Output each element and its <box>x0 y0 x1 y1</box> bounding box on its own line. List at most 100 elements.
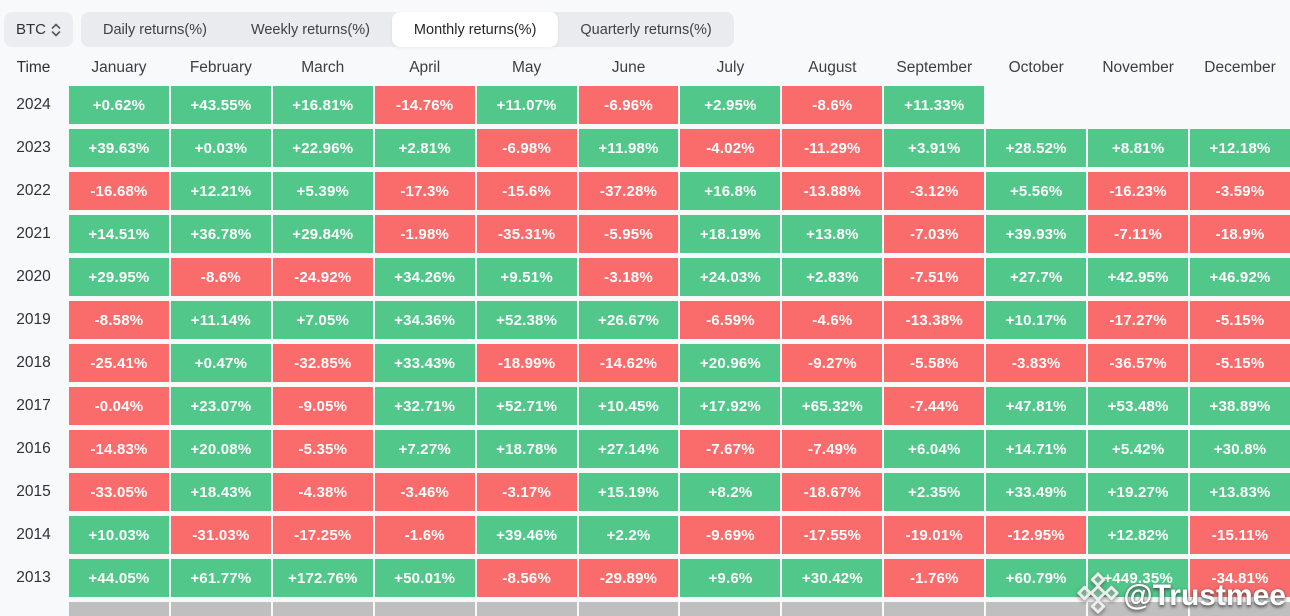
return-cell: -3.59% <box>1190 172 1290 210</box>
return-cell: -7.44% <box>884 387 985 425</box>
return-cell: +5.56% <box>986 172 1087 210</box>
return-cell: -24.92% <box>272 258 373 296</box>
return-cell: -7.51% <box>884 258 985 296</box>
return-cell: -18.67% <box>782 473 883 511</box>
return-cell: +8.81% <box>1088 129 1189 167</box>
return-cell: +12.18% <box>1190 129 1290 167</box>
column-header-month: June <box>611 59 646 76</box>
return-cell: +11.14% <box>170 301 271 339</box>
tab-weekly[interactable]: Weekly returns(%) <box>250 21 370 38</box>
return-cell: -14.76% <box>374 86 475 124</box>
return-cell: +52.71% <box>476 387 577 425</box>
return-cell: -37.28% <box>578 172 679 210</box>
return-cell: +16.8% <box>680 172 781 210</box>
return-cell: +42.95% <box>1088 258 1189 296</box>
return-cell: -3.83% <box>986 344 1087 382</box>
return-cell: +15.19% <box>578 473 679 511</box>
column-header-month: February <box>189 59 252 76</box>
return-cell: +2.95% <box>680 86 781 124</box>
return-cell-empty <box>1088 86 1188 124</box>
return-cell: -25.41% <box>69 344 169 382</box>
return-cell: +61.77% <box>170 559 271 597</box>
year-label: 2015 <box>16 483 51 500</box>
return-cell: +44.05% <box>69 559 169 597</box>
return-cell-empty <box>1190 86 1290 124</box>
return-cell: +17.92% <box>680 387 781 425</box>
return-cell: +8.2% <box>680 473 781 511</box>
return-cell: +0.47% <box>170 344 271 382</box>
return-cell: -17.27% <box>1088 301 1189 339</box>
return-cell: -13.38% <box>884 301 985 339</box>
year-label: 2021 <box>16 225 51 242</box>
year-label: 2016 <box>16 440 51 457</box>
return-cell: -1.6% <box>374 516 475 554</box>
return-cell: -6.59% <box>680 301 781 339</box>
return-cell: -3.17% <box>476 473 577 511</box>
return-cell: +2.2% <box>578 516 679 554</box>
return-cell: +6.04% <box>884 430 985 468</box>
return-cell: +7.05% <box>272 301 373 339</box>
return-cell: +0.62% <box>69 86 169 124</box>
return-cell: -0.04% <box>69 387 169 425</box>
return-cell: +16.81% <box>272 86 373 124</box>
return-cell: -33.05% <box>69 473 169 511</box>
return-cell-neutral <box>986 602 1087 616</box>
return-cell: +14.71% <box>986 430 1087 468</box>
return-cell: -16.68% <box>69 172 169 210</box>
return-cell: +34.26% <box>374 258 475 296</box>
return-cell: +27.14% <box>578 430 679 468</box>
return-cell: +33.43% <box>374 344 475 382</box>
return-cell: -15.11% <box>1190 516 1290 554</box>
return-cell: -1.98% <box>374 215 475 253</box>
return-cell: -12.95% <box>986 516 1087 554</box>
return-cell: +39.93% <box>986 215 1087 253</box>
return-cell-neutral <box>272 602 373 616</box>
return-cell: +9.6% <box>680 559 781 597</box>
return-cell: +20.08% <box>170 430 271 468</box>
tab-monthly[interactable]: Monthly returns(%) <box>391 12 559 47</box>
return-cell: +36.78% <box>170 215 271 253</box>
year-label: 2020 <box>16 268 51 285</box>
return-cell: +13.83% <box>1190 473 1290 511</box>
year-label: 2024 <box>16 96 51 113</box>
return-cell: +449.35% <box>1088 559 1189 597</box>
return-cell-neutral <box>680 602 781 616</box>
return-cell: +5.39% <box>272 172 373 210</box>
return-cell: +3.91% <box>884 129 985 167</box>
return-cell: -6.96% <box>578 86 679 124</box>
return-cell: +2.35% <box>884 473 985 511</box>
return-cell: -7.49% <box>782 430 883 468</box>
return-cell: -3.46% <box>374 473 475 511</box>
return-cell-neutral <box>782 602 883 616</box>
return-cell: -5.35% <box>272 430 373 468</box>
return-cell: +34.36% <box>374 301 475 339</box>
return-cell: -7.03% <box>884 215 985 253</box>
return-cell: -3.18% <box>578 258 679 296</box>
return-cell-empty <box>986 86 1086 124</box>
return-cell: +65.32% <box>782 387 883 425</box>
tab-quarterly[interactable]: Quarterly returns(%) <box>580 21 712 38</box>
return-cell: +10.17% <box>986 301 1087 339</box>
tab-daily[interactable]: Daily returns(%) <box>103 21 207 38</box>
return-cell: -17.3% <box>374 172 475 210</box>
return-cell: -5.15% <box>1190 344 1290 382</box>
return-cell: +172.76% <box>272 559 373 597</box>
return-cell: -34.81% <box>1190 559 1290 597</box>
return-cell-neutral <box>69 602 169 616</box>
return-cell: -18.99% <box>476 344 577 382</box>
year-label-hidden <box>0 602 67 616</box>
column-header-month: January <box>91 59 147 76</box>
monthly-returns-heatmap: Time January February March April May June July… <box>0 55 1290 616</box>
year-label: 2023 <box>16 139 51 156</box>
return-cell: +9.51% <box>476 258 577 296</box>
return-cell: +11.98% <box>578 129 679 167</box>
column-header-month: August <box>808 59 857 76</box>
return-cell: +19.27% <box>1088 473 1189 511</box>
return-cell: +32.71% <box>374 387 475 425</box>
return-cell: +50.01% <box>374 559 475 597</box>
column-header-time: Time <box>16 59 51 76</box>
return-cell-neutral <box>374 602 475 616</box>
symbol-select[interactable]: BTC <box>4 12 73 47</box>
return-cell: -15.6% <box>476 172 577 210</box>
return-cell: -8.58% <box>69 301 169 339</box>
